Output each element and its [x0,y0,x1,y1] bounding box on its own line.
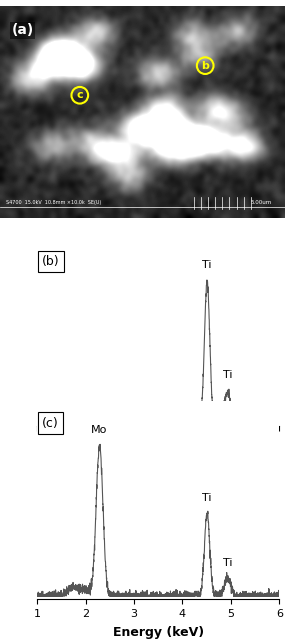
Text: (b): (b) [42,255,60,268]
Text: Mo: Mo [91,425,108,435]
Text: (a): (a) [11,23,34,37]
Text: Ti: Ti [223,370,232,379]
Text: (c): (c) [42,417,59,429]
Text: S4700  15.0kV  10.8mm ×10.0k  SE(U): S4700 15.0kV 10.8mm ×10.0k SE(U) [6,200,101,205]
Text: Ti: Ti [202,260,212,270]
Text: Ti: Ti [202,493,212,503]
Text: Ti: Ti [223,558,232,568]
Text: c: c [76,90,83,100]
X-axis label: Energy (keV): Energy (keV) [113,626,204,639]
Text: b: b [201,61,209,71]
Text: 5.00um: 5.00um [251,200,272,205]
